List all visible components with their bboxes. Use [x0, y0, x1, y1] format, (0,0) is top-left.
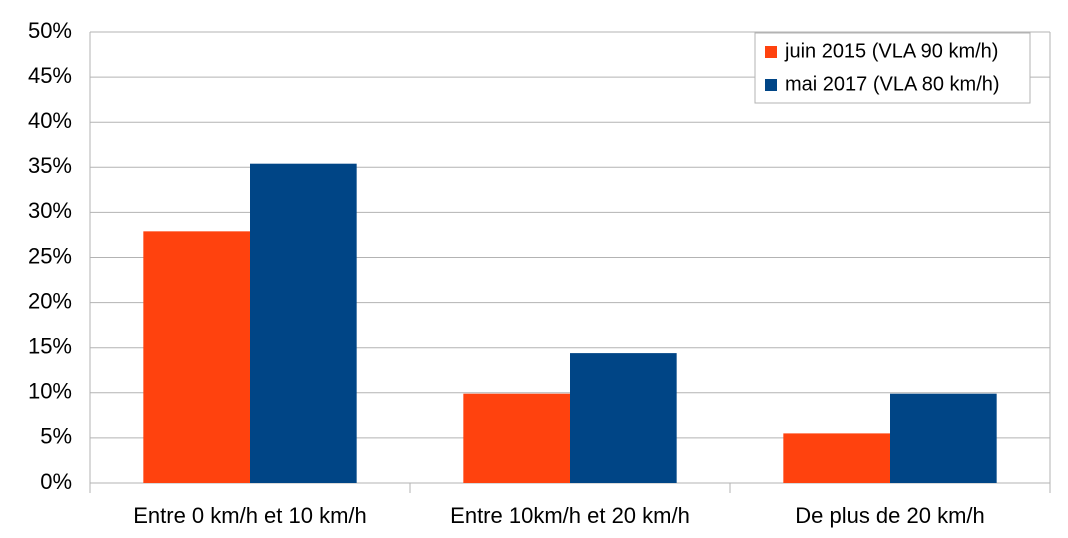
- legend-box: [754, 32, 1031, 104]
- bar: [250, 163, 357, 483]
- legend-label: mai 2017 (VLA 80 km/h): [785, 73, 1000, 95]
- legend-swatch: [765, 46, 777, 58]
- x-tick-label: Entre 10km/h et 20 km/h: [450, 503, 690, 528]
- y-tick-label: 50%: [28, 18, 72, 43]
- bar: [783, 433, 890, 483]
- y-tick-label: 45%: [28, 63, 72, 88]
- y-tick-label: 35%: [28, 153, 72, 178]
- y-tick-label: 20%: [28, 288, 72, 313]
- bar: [890, 393, 997, 483]
- x-tick-label: Entre 0 km/h et 10 km/h: [133, 503, 367, 528]
- y-tick-label: 30%: [28, 198, 72, 223]
- y-tick-label: 15%: [28, 334, 72, 359]
- bar: [463, 393, 570, 483]
- y-tick-label: 0%: [40, 469, 72, 494]
- legend-swatch: [765, 79, 777, 91]
- y-tick-label: 10%: [28, 379, 72, 404]
- y-tick-label: 40%: [28, 108, 72, 133]
- bar: [143, 231, 250, 483]
- bar: [570, 353, 677, 483]
- y-tick-label: 5%: [40, 424, 72, 449]
- legend-label: juin 2015 (VLA 90 km/h): [784, 40, 998, 62]
- x-tick-label: De plus de 20 km/h: [795, 503, 985, 528]
- y-tick-label: 25%: [28, 243, 72, 268]
